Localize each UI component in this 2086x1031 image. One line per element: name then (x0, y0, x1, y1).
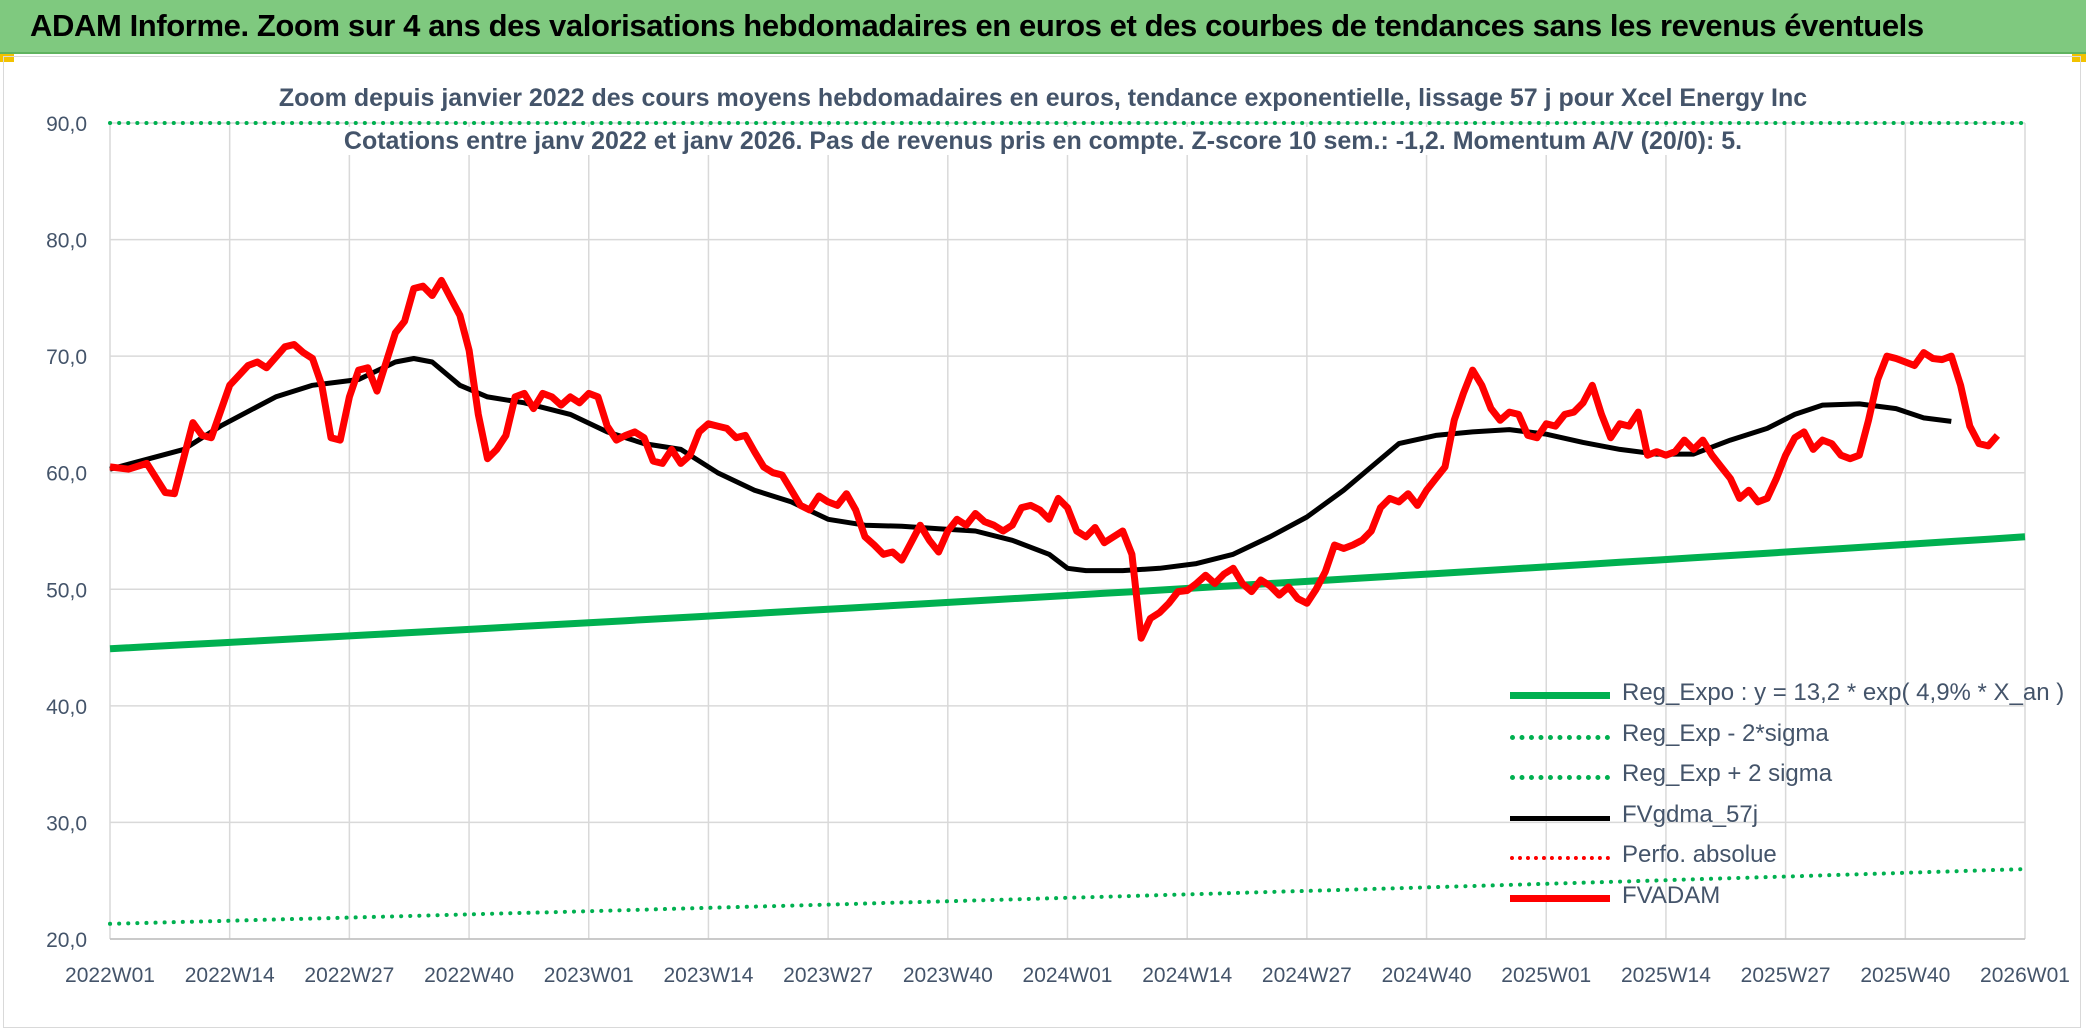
series-line-1 (108, 867, 2027, 926)
series-line-5 (109, 276, 2001, 642)
legend-item-reg-minus: Reg_Exp - 2*sigma (1510, 718, 2010, 759)
gridlines (109, 122, 2026, 940)
y-tick-label: 30,0 (46, 812, 87, 835)
legend-label-perfo: Perfo. absolue (1622, 841, 1777, 868)
y-tick-label: 40,0 (46, 696, 87, 719)
chart-frame (3, 56, 2081, 1028)
series-layer (108, 121, 2027, 926)
legend-item-reg-plus: Reg_Exp + 2 sigma (1510, 758, 2010, 799)
corner-mark-left (0, 54, 14, 62)
header-banner: ADAM Informe. Zoom sur 4 ans des valoris… (0, 0, 2086, 54)
y-tick-label: 80,0 (46, 230, 87, 253)
page-title: ADAM Informe. Zoom sur 4 ans des valoris… (30, 8, 1924, 43)
legend-item-perfo: Perfo. absolue (1510, 839, 2010, 880)
chart-subtitle: Cotations entre janv 2022 et janv 2026. … (0, 127, 2086, 156)
chart-title-text: Zoom depuis janvier 2022 des cours moyen… (268, 84, 1818, 112)
y-axis-ticks: 20,0 30,0 40,0 50,0 60,0 70,0 80,0 90,0 (46, 113, 87, 952)
legend-swatch-reg-minus (1510, 734, 1610, 740)
x-tick-label: 2023W14 (663, 964, 753, 987)
x-tick-label: 2024W27 (1262, 964, 1352, 987)
x-tick-label: 2023W01 (544, 964, 634, 987)
x-tick-label: 2025W01 (1501, 964, 1591, 987)
y-tick-label: 70,0 (46, 346, 87, 369)
legend-label-reg-plus: Reg_Exp + 2 sigma (1622, 760, 1833, 787)
chart-subtitle-text: Cotations entre janv 2022 et janv 2026. … (333, 127, 1753, 155)
y-tick-label: 60,0 (46, 463, 87, 486)
y-tick-label: 20,0 (46, 929, 87, 952)
legend-swatch-fvgdma (1510, 815, 1610, 821)
x-tick-label: 2022W27 (304, 964, 394, 987)
x-tick-label: 2022W14 (185, 964, 275, 987)
chart-title: Zoom depuis janvier 2022 des cours moyen… (0, 84, 2086, 113)
x-tick-label: 2025W14 (1621, 964, 1711, 987)
legend-label-reg-expo: Reg_Expo : y = 13,2 * exp( 4,9% * X_an ) (1622, 679, 2065, 706)
series-line-3 (109, 356, 1952, 574)
legend-item-fvgdma: FVgdma_57j (1510, 799, 2010, 840)
x-tick-label: 2022W40 (424, 964, 514, 987)
y-tick-label: 50,0 (46, 579, 87, 602)
y-tick-label: 90,0 (46, 113, 87, 136)
corner-mark-right (2072, 54, 2086, 62)
legend-item-reg-expo: Reg_Expo : y = 13,2 * exp( 4,9% * X_an ) (1510, 677, 2064, 718)
legend-label-fvgdma: FVgdma_57j (1622, 800, 1759, 828)
x-tick-label: 2025W40 (1860, 964, 1950, 987)
chart-legend: Reg_Expo : y = 13,2 * exp( 4,9% * X_an )… (1510, 677, 2064, 921)
x-tick-label: 2024W40 (1382, 964, 1472, 987)
legend-label-fvadam: FVADAM (1622, 881, 1721, 909)
x-tick-label: 2024W01 (1023, 964, 1113, 987)
legend-swatch-fvadam (1510, 894, 1610, 902)
series-line-0 (109, 533, 2026, 653)
x-tick-label: 2023W40 (903, 964, 993, 987)
x-tick-label: 2026W01 (1980, 964, 2070, 987)
legend-swatch-perfo (1510, 856, 1610, 860)
x-axis-ticks: 2022W01 2022W14 2022W27 2022W40 2023W01 2023W… (65, 964, 2070, 987)
legend-item-fvadam: FVADAM (1510, 880, 2010, 921)
x-tick-label: 2024W14 (1142, 964, 1232, 987)
legend-swatch-reg-plus (1510, 775, 1610, 780)
x-tick-label: 2025W27 (1741, 964, 1831, 987)
legend-swatch-reg-expo (1510, 692, 1610, 699)
x-tick-label: 2022W01 (65, 964, 155, 987)
x-tick-label: 2023W27 (783, 964, 873, 987)
legend-label-reg-minus: Reg_Exp - 2*sigma (1622, 719, 1829, 747)
